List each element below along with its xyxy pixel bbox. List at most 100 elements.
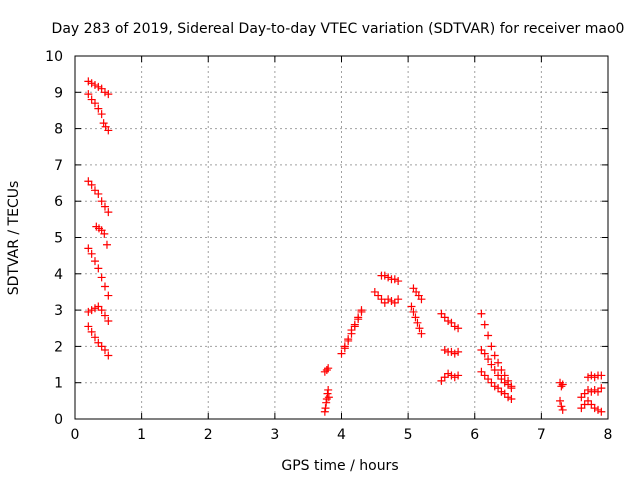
data-point	[437, 309, 446, 318]
data-point	[350, 320, 359, 329]
data-point	[484, 331, 493, 340]
data-point	[594, 405, 603, 414]
data-point	[357, 306, 366, 315]
data-point	[490, 382, 499, 391]
series-arc-4.7	[377, 271, 403, 286]
chart-title: Day 283 of 2019, Sidereal Day-to-day VTE…	[52, 21, 625, 37]
series-arc-7.8c	[577, 396, 606, 416]
data-point	[494, 384, 503, 393]
data-point	[104, 208, 113, 217]
data-point	[484, 375, 493, 384]
data-point	[337, 349, 346, 358]
data-point	[507, 395, 516, 404]
data-point	[494, 371, 503, 380]
data-point	[411, 313, 420, 322]
data-point	[104, 351, 113, 360]
series-arc-4.1	[340, 306, 366, 351]
series-arc-6.3	[477, 367, 516, 404]
series-arc-5.3	[92, 222, 111, 249]
series-arc-8.9	[84, 90, 113, 135]
data-point	[584, 396, 593, 405]
data-point	[97, 197, 106, 206]
data-point	[487, 378, 496, 387]
data-point	[500, 378, 509, 387]
y-tick-label: 2	[54, 339, 63, 355]
data-point	[87, 306, 96, 315]
data-point	[322, 365, 331, 374]
data-points	[84, 77, 606, 416]
series-arc-5.65	[440, 346, 463, 358]
data-point	[480, 349, 489, 358]
data-point	[597, 407, 606, 416]
data-point	[97, 110, 106, 119]
x-tick-label: 2	[204, 427, 213, 443]
data-point	[440, 313, 449, 322]
series-arc-3.0	[84, 302, 113, 325]
y-tick-label: 9	[54, 85, 63, 101]
data-point	[90, 81, 99, 90]
data-point	[347, 326, 356, 335]
data-point	[97, 273, 106, 282]
data-point	[413, 318, 422, 327]
data-point	[94, 338, 103, 347]
x-tick-label: 8	[604, 427, 613, 443]
data-point	[394, 295, 403, 304]
x-tick-label: 7	[537, 427, 546, 443]
data-point	[87, 95, 96, 104]
data-point	[409, 307, 418, 316]
data-point	[323, 389, 332, 398]
data-point	[444, 369, 453, 378]
data-point	[324, 393, 333, 402]
x-tick-label: 1	[137, 427, 146, 443]
data-point	[580, 389, 589, 398]
y-tick-label: 8	[54, 122, 63, 138]
data-point	[321, 404, 330, 413]
data-point	[477, 367, 486, 376]
data-point	[90, 99, 99, 108]
y-tick-label: 10	[45, 49, 63, 65]
data-point	[97, 306, 106, 315]
data-point	[102, 240, 111, 249]
data-point	[417, 329, 426, 338]
data-point	[370, 287, 379, 296]
data-point	[558, 380, 567, 389]
data-point	[100, 88, 109, 97]
y-tick-label: 3	[54, 303, 63, 319]
data-point	[100, 202, 109, 211]
data-point	[556, 396, 565, 405]
series-arc-7.3b	[556, 396, 567, 414]
data-point	[90, 333, 99, 342]
data-point	[454, 371, 463, 380]
y-tick-label: 1	[54, 376, 63, 392]
data-point	[577, 393, 586, 402]
series-arc-2.5	[84, 322, 113, 360]
data-point	[90, 304, 99, 313]
data-point	[100, 346, 109, 355]
x-tick-label: 0	[71, 427, 80, 443]
data-point	[320, 407, 329, 416]
data-point	[390, 298, 399, 307]
data-point	[84, 244, 93, 253]
data-point	[497, 375, 506, 384]
data-point	[380, 271, 389, 280]
data-point	[577, 404, 586, 413]
data-point	[477, 309, 486, 318]
data-point	[99, 119, 108, 128]
data-point	[490, 351, 499, 360]
data-point	[84, 90, 93, 99]
y-tick-label: 0	[54, 412, 63, 428]
data-point	[440, 373, 449, 382]
data-point	[440, 346, 449, 355]
data-point	[94, 82, 103, 91]
data-point	[100, 229, 109, 238]
series-arc-5.15	[407, 302, 426, 338]
data-point	[450, 322, 459, 331]
series-arc-6.5	[84, 177, 113, 217]
data-point	[480, 371, 489, 380]
data-point	[490, 365, 499, 374]
data-point	[504, 380, 513, 389]
series-arc-5.6b	[437, 369, 463, 385]
y-axis-label: SDTVAR / TECUs	[6, 181, 22, 296]
data-point	[557, 382, 566, 391]
y-tick-label: 7	[54, 158, 63, 174]
